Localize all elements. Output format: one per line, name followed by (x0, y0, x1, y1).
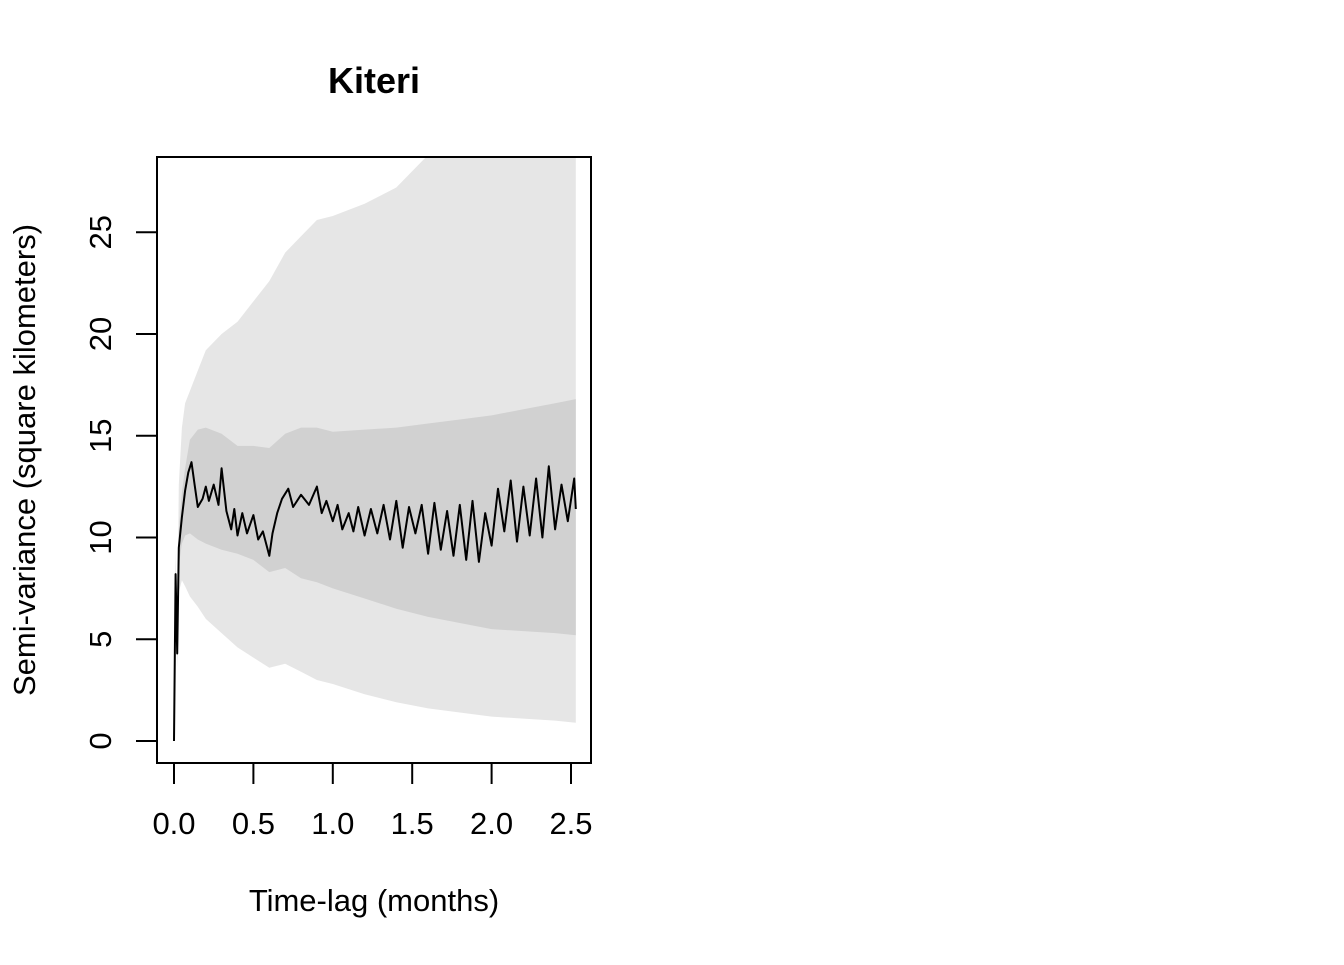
x-tick-label: 0.5 (232, 806, 275, 841)
chart-title: Kiteri (328, 60, 420, 101)
x-axis-label: Time-lag (months) (249, 883, 499, 918)
y-tick-label: 15 (83, 419, 118, 453)
line-layer (173, 461, 577, 742)
x-tick-label: 1.0 (311, 806, 354, 841)
inner-band (174, 399, 576, 741)
y-axis-label: Semi-variance (square kilometers) (7, 224, 42, 696)
semi-variance-line (173, 461, 577, 742)
x-tick-label: 0.0 (152, 806, 195, 841)
y-tick-label: 5 (83, 631, 118, 648)
x-tick-label: 2.0 (470, 806, 513, 841)
bands-layer (174, 158, 576, 741)
x-tick-label: 2.5 (549, 806, 592, 841)
y-tick-label: 25 (83, 215, 118, 249)
y-tick-label: 0 (83, 732, 118, 749)
x-tick-label: 1.5 (391, 806, 434, 841)
y-tick-label: 20 (83, 317, 118, 351)
y-axis: 0 5 10 15 20 25 (83, 215, 158, 750)
x-axis: 0.0 0.5 1.0 1.5 2.0 2.5 (152, 762, 593, 841)
y-tick-label: 10 (83, 520, 118, 554)
